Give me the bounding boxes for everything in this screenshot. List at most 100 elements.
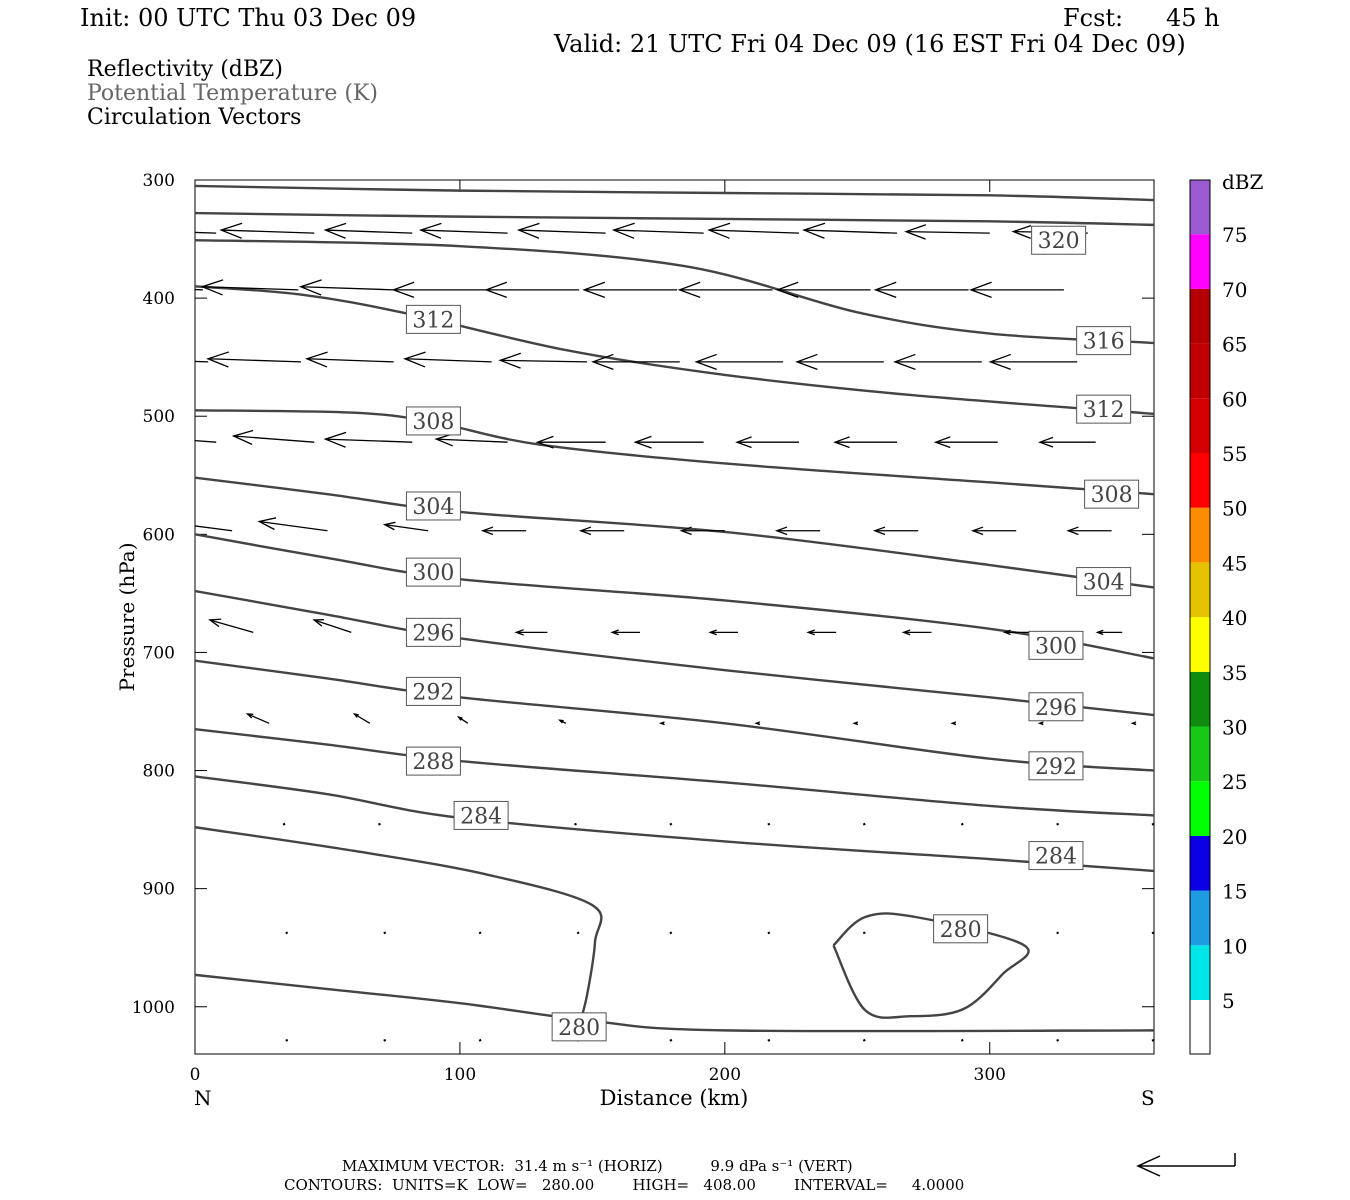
wind-vector-head bbox=[806, 629, 815, 636]
wind-vector-shaft bbox=[306, 358, 394, 363]
wind-vector-head bbox=[323, 431, 347, 448]
contour-label-box bbox=[405, 746, 461, 776]
wind-vector bbox=[514, 629, 548, 636]
contour-label-box bbox=[1076, 567, 1132, 597]
x-axis-label: Distance (km) bbox=[600, 1086, 749, 1110]
wind-vector-head bbox=[312, 619, 324, 627]
wind-vector-head bbox=[694, 353, 717, 370]
wind-vector-head bbox=[352, 713, 359, 718]
colorbar-swatch bbox=[1190, 726, 1210, 782]
colorbar-swatch bbox=[1190, 781, 1210, 836]
theta-contour-312 bbox=[195, 285, 1154, 416]
contour-label: 304 bbox=[1083, 571, 1125, 596]
theta-contour-292 bbox=[195, 659, 1154, 772]
y-axis: 300 400 500 600 700 800 900 1000 bbox=[132, 171, 1154, 1018]
wind-vector bbox=[1037, 721, 1044, 726]
circulation-vectors bbox=[195, 222, 1154, 1042]
wind-vector-head bbox=[418, 222, 442, 239]
wind-vector bbox=[1038, 436, 1096, 448]
colorbar-swatch bbox=[1190, 507, 1210, 563]
dbz-colorbar: 5 10 15 20 25 30 35 40 45 50 55 60 65 70 75 bbox=[1189, 179, 1247, 1055]
wind-vector-shaft bbox=[906, 230, 990, 234]
wind-vector-head bbox=[298, 279, 322, 296]
wind-vector bbox=[456, 716, 469, 724]
wind-vector-head bbox=[852, 721, 859, 726]
wind-vector bbox=[282, 822, 286, 826]
wind-vector bbox=[535, 435, 606, 449]
contour-label-box bbox=[1028, 841, 1084, 871]
wind-vector-shaft bbox=[325, 438, 413, 443]
wind-vector-head bbox=[774, 526, 788, 536]
colorbar-label: 20 bbox=[1222, 825, 1247, 849]
wind-vector-head bbox=[206, 351, 230, 368]
wind-vector-head bbox=[901, 629, 911, 636]
wind-vector-head bbox=[1066, 526, 1079, 536]
y-tick-label: 1000 bbox=[132, 998, 175, 1018]
wind-vector-head bbox=[484, 281, 508, 298]
contour-label-box bbox=[1028, 692, 1084, 722]
wind-vector-head bbox=[893, 353, 916, 370]
contour-label: 316 bbox=[1083, 330, 1125, 355]
contour-label: 308 bbox=[1091, 483, 1133, 508]
wind-vector bbox=[1002, 629, 1030, 636]
wind-vector-shaft bbox=[195, 439, 217, 443]
wind-vector-shaft bbox=[313, 619, 352, 633]
wind-vector-shaft bbox=[354, 713, 371, 724]
theta-contour-280 bbox=[195, 973, 1154, 1033]
wind-vector bbox=[383, 1038, 387, 1042]
wind-vector bbox=[1056, 822, 1060, 826]
colorbar-swatch bbox=[1190, 343, 1210, 399]
wind-vector bbox=[206, 351, 301, 368]
wind-vector-head bbox=[391, 281, 415, 298]
colorbar-swatch bbox=[1190, 234, 1210, 289]
theta-contour-280 bbox=[195, 826, 603, 1026]
wind-vector-shaft bbox=[300, 286, 394, 291]
wind-vector-head bbox=[708, 629, 717, 636]
theta-contour-300 bbox=[195, 533, 1154, 660]
wind-vector-head bbox=[933, 436, 951, 449]
contour-label: 304 bbox=[412, 495, 454, 520]
wind-vector bbox=[707, 222, 800, 239]
colorbar-label: 15 bbox=[1222, 880, 1247, 904]
wind-vector bbox=[872, 526, 919, 536]
colorbar-label: 60 bbox=[1222, 387, 1247, 411]
wind-vector bbox=[516, 222, 606, 239]
wind-vector bbox=[669, 931, 673, 935]
theta-contour-308 bbox=[195, 409, 1154, 496]
wind-vector-head bbox=[200, 279, 224, 296]
wind-vector bbox=[933, 436, 998, 449]
wind-vector bbox=[795, 353, 884, 370]
contour-label-box bbox=[453, 800, 509, 830]
max-vector-info: MAXIMUM VECTOR: 31.4 m s⁻¹ (HORIZ) 9.9 d… bbox=[342, 1157, 853, 1175]
y-tick-label: 900 bbox=[143, 880, 175, 900]
wind-vector-head bbox=[208, 618, 222, 628]
wind-vector-head bbox=[679, 526, 692, 536]
wind-vector-shaft bbox=[247, 713, 270, 724]
wind-vector-shaft bbox=[384, 523, 429, 532]
contour-label: 296 bbox=[1035, 696, 1077, 721]
wind-vector bbox=[1056, 931, 1060, 935]
wind-vector bbox=[298, 279, 394, 296]
wind-vector-head bbox=[304, 351, 328, 368]
wind-vector-shaft bbox=[195, 360, 209, 363]
x-tick-label: 100 bbox=[444, 1065, 476, 1085]
wind-vector-head bbox=[516, 222, 540, 239]
wind-vector-head bbox=[611, 222, 635, 239]
contour-labels: 320 316 312 312 308 308 304 304 300 300 296 296 292 2… bbox=[405, 225, 1140, 1042]
colorbar-swatch bbox=[1190, 562, 1210, 618]
colorbar-outline bbox=[1189, 179, 1211, 1055]
wind-vector-head bbox=[1038, 436, 1054, 448]
wind-vector-head bbox=[480, 526, 494, 536]
contour-label-box bbox=[1076, 394, 1132, 424]
wind-vector-head bbox=[950, 721, 957, 726]
colorbar-swatch bbox=[1190, 453, 1210, 508]
reference-vector bbox=[1136, 1153, 1236, 1177]
wind-vector bbox=[557, 719, 567, 724]
contour-label: 292 bbox=[412, 680, 454, 705]
contour-label-box bbox=[1031, 225, 1087, 255]
y-tick-label: 800 bbox=[143, 762, 175, 782]
wind-vector-head bbox=[754, 721, 761, 726]
wind-vector bbox=[970, 526, 1017, 536]
wind-vector bbox=[806, 629, 837, 636]
